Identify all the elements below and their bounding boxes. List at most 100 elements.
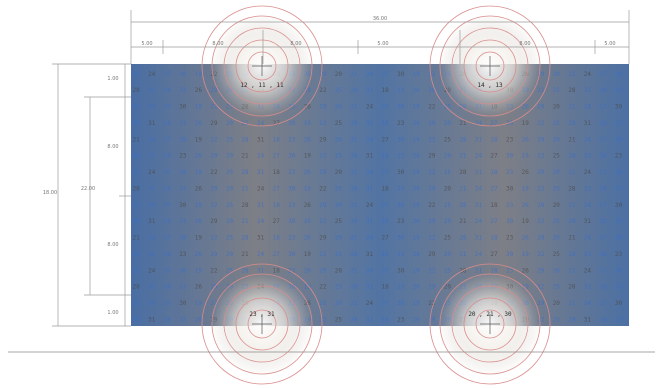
grid-cell-value: 31 <box>366 153 374 160</box>
grid-cell-value: 29 <box>210 120 218 127</box>
grid-cell-value: 27 <box>490 153 498 160</box>
grid-cell-value: 26 <box>413 218 421 225</box>
grid-cell-value: 19 <box>304 218 312 225</box>
grid-cell-value: 28 <box>459 169 467 176</box>
grid-cell-value: 22 <box>428 202 436 209</box>
grid-cell-value: 24 <box>475 251 483 258</box>
grid-cell-value: 31 <box>366 316 374 323</box>
grid-cell-value: 21 <box>568 169 576 176</box>
grid-cell-value: 24 <box>366 267 374 274</box>
grid-cell-value: 27 <box>382 136 390 143</box>
grid-cell-value: 21 <box>459 185 467 192</box>
height-segment-2: 8.00 <box>107 144 118 150</box>
overall-height-label: 18.00 <box>43 190 57 196</box>
grid-cell-value: 21 <box>350 169 358 176</box>
grid-cell-value: 21 <box>350 136 358 143</box>
grid-cell-value: 26 <box>413 284 421 291</box>
grid-cell-value: 25 <box>226 202 234 209</box>
grid-cell-value: 20 <box>553 104 561 111</box>
grid-cell-value: 30 <box>397 235 405 242</box>
isolux-ring <box>223 27 301 105</box>
grid-cell-value: 20 <box>444 185 452 192</box>
grid-cell-value: 31 <box>148 87 156 94</box>
isolux-ring <box>201 5 323 127</box>
grid-cell-value: 20 <box>335 235 343 242</box>
grid-cell-value: 30 <box>179 71 187 78</box>
grid-cell-value: 27 <box>273 120 281 127</box>
width-segment-1: 5.00 <box>141 41 152 47</box>
grid-cell-value: 20 <box>553 202 561 209</box>
grid-cell-value: 28 <box>350 185 358 192</box>
grid-cell-value: 27 <box>599 104 607 111</box>
grid-cell-value: 25 <box>553 218 561 225</box>
grid-cell-value: 25 <box>335 185 343 192</box>
grid-cell-value: 30 <box>615 300 623 307</box>
grid-cell-value: 26 <box>413 251 421 258</box>
grid-cell-value: 28 <box>133 185 141 192</box>
grid-cell-value: 29 <box>537 169 545 176</box>
grid-cell-value: 23 <box>288 202 296 209</box>
grid-cell-value: 24 <box>584 202 592 209</box>
grid-cell-value: 22 <box>319 185 327 192</box>
grid-cell-value: 27 <box>599 267 607 274</box>
grid-cell-value: 23 <box>179 284 187 291</box>
grid-cell-value: 18 <box>382 185 390 192</box>
grid-cell-value: 22 <box>210 267 218 274</box>
grid-cell-value: 24 <box>257 185 265 192</box>
grid-cell-value: 19 <box>195 202 203 209</box>
grid-cell-value: 24 <box>148 136 156 143</box>
grid-cell-value: 31 <box>366 185 374 192</box>
grid-cell-value: 19 <box>522 251 530 258</box>
grid-cell-value: 22 <box>428 136 436 143</box>
grid-cell-value: 20 <box>335 202 343 209</box>
grid-cell-value: 19 <box>304 185 312 192</box>
grid-cell-value: 23 <box>397 316 405 323</box>
grid-cell-value: 19 <box>522 120 530 127</box>
grid-cell-value: 23 <box>615 284 623 291</box>
grid-cell-value: 28 <box>568 316 576 323</box>
grid-cell-value: 21 <box>568 202 576 209</box>
grid-cell-value: 24 <box>584 235 592 242</box>
grid-cell-value: 24 <box>584 300 592 307</box>
grid-cell-value: 28 <box>350 87 358 94</box>
grid-cell-value: 19 <box>304 120 312 127</box>
grid-cell-value: 18 <box>382 87 390 94</box>
grid-cell-value: 19 <box>195 136 203 143</box>
grid-cell-value: 20 <box>444 120 452 127</box>
grid-cell-value: 26 <box>304 136 312 143</box>
grid-cell-value: 21 <box>350 71 358 78</box>
grid-cell-value: 31 <box>148 120 156 127</box>
grid-cell-value: 22 <box>428 267 436 274</box>
grid-cell-value: 31 <box>475 202 483 209</box>
grid-cell-value: 24 <box>148 267 156 274</box>
grid-cell-value: 21 <box>459 251 467 258</box>
grid-cell-value: 20 <box>335 136 343 143</box>
isolux-ring <box>211 273 313 375</box>
grid-cell-value: 20 <box>444 218 452 225</box>
grid-cell-value: 24 <box>257 218 265 225</box>
grid-cell-value: 20 <box>444 251 452 258</box>
grid-cell-value: 27 <box>490 185 498 192</box>
grid-cell-value: 31 <box>584 316 592 323</box>
grid-cell-value: 30 <box>288 185 296 192</box>
grid-cell-value: 28 <box>568 87 576 94</box>
grid-cell-value: 18 <box>490 169 498 176</box>
grid-cell-value: 21 <box>568 136 576 143</box>
grid-cell-value: 23 <box>615 153 623 160</box>
grid-cell-value: 22 <box>210 169 218 176</box>
grid-cell-value: 19 <box>195 267 203 274</box>
top-dimension-lines <box>130 10 630 64</box>
isolux-ring <box>463 297 517 351</box>
grid-cell-value: 23 <box>288 235 296 242</box>
grid-cell-value: 30 <box>506 185 514 192</box>
isolux-ring <box>451 27 529 105</box>
grid-cell-value: 21 <box>133 300 141 307</box>
grid-cell-value: 26 <box>195 153 203 160</box>
grid-cell-value: 24 <box>257 120 265 127</box>
isolux-ring <box>235 297 289 351</box>
grid-cell-value: 29 <box>210 218 218 225</box>
grid-cell-value: 31 <box>257 169 265 176</box>
grid-cell-value: 21 <box>133 235 141 242</box>
grid-cell-value: 18 <box>490 235 498 242</box>
grid-cell-value: 26 <box>304 235 312 242</box>
